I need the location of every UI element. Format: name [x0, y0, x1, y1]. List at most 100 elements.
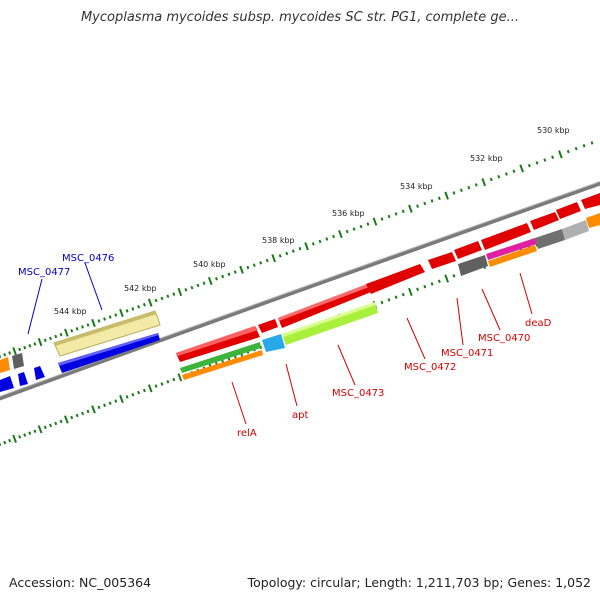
gene-msc0470-orange[interactable]	[488, 245, 537, 267]
outer-scale-tick	[190, 285, 194, 290]
gene-msc0472-grey[interactable]	[458, 255, 488, 276]
gene-label-msc0470[interactable]: MSC_0470	[478, 333, 530, 344]
inner-scale-tick	[37, 425, 43, 434]
outer-scale-tick	[271, 254, 276, 263]
outer-scale-tick	[3, 353, 7, 357]
outer-scale-tick	[160, 296, 164, 301]
scale-ticks-outer	[0, 141, 594, 359]
outer-scale-tick	[325, 237, 329, 241]
inner-scale-tick	[177, 373, 183, 382]
outer-scale-tick	[582, 144, 586, 148]
gene-label-msc0472[interactable]: MSC_0472	[404, 362, 456, 373]
gene-left-blue-1[interactable]	[0, 376, 14, 392]
gene-left-blue-3[interactable]	[34, 366, 45, 380]
outer-scale-tick	[366, 222, 370, 226]
gene-labels: deaD MSC_0470 MSC_0471 MSC_0472 MSC_0473…	[18, 253, 552, 439]
inner-scale-tick	[394, 295, 398, 299]
outer-scale-tick	[332, 234, 335, 239]
outer-scale-tick	[285, 251, 289, 256]
outer-scale-tick	[59, 332, 63, 337]
gene-label-msc0471[interactable]: MSC_0471	[441, 348, 493, 359]
inner-scale-tick	[3, 440, 7, 445]
inner-scale-tick	[86, 409, 90, 414]
gene-rela-orange[interactable]	[182, 350, 263, 380]
gene-red-forward-5[interactable]	[454, 241, 482, 259]
gene-label-apt[interactable]: apt	[292, 410, 308, 421]
inner-scale-tick	[12, 434, 17, 443]
outer-scale-tick	[49, 336, 52, 341]
gene-red-forward-long[interactable]	[278, 283, 376, 328]
inner-scale-tick	[452, 274, 456, 278]
outer-scale-tick	[481, 178, 487, 187]
inner-scale-tick	[59, 419, 63, 424]
outer-scale-tick	[380, 217, 384, 221]
outer-scale-tick	[338, 229, 343, 239]
gene-red-forward-7[interactable]	[530, 212, 559, 230]
outer-scale-tick	[437, 196, 441, 201]
reverse-strand-genes	[0, 213, 600, 392]
outer-scale-tick	[574, 146, 578, 151]
outer-scale-tick	[202, 281, 206, 285]
inner-scale-tick	[49, 423, 52, 428]
outer-scale-tick	[543, 158, 547, 162]
gene-red-forward-4[interactable]	[428, 252, 456, 269]
inner-scale-tick	[64, 415, 69, 424]
gene-right-orange[interactable]	[586, 213, 600, 228]
gene-small-red-forward[interactable]	[258, 319, 278, 333]
outer-scale-tick	[103, 317, 107, 321]
gene-left-blue-2[interactable]	[18, 372, 28, 386]
outer-scale-tick	[459, 188, 463, 193]
inner-scale-tick	[70, 415, 74, 420]
gene-red-forward-8[interactable]	[556, 202, 581, 219]
outer-scale-tick	[430, 199, 434, 203]
gene-left-grey[interactable]	[12, 353, 24, 369]
map-title: Mycoplasma mycoides subsp. mycoides SC s…	[80, 10, 520, 25]
gene-apt-cyan[interactable]	[262, 334, 285, 352]
gene-left-orange[interactable]	[0, 357, 10, 373]
kbp-label-544: 544 kbp	[54, 307, 87, 316]
inner-scale-tick	[54, 421, 58, 426]
outer-scale-tick	[527, 163, 531, 168]
outer-scale-tick	[233, 270, 237, 274]
outer-scale-tick	[8, 351, 12, 355]
gene-label-msc0473[interactable]: MSC_0473	[332, 388, 384, 399]
gene-msc0477-blue[interactable]	[58, 333, 160, 373]
gene-label-dead[interactable]: deaD	[525, 318, 552, 329]
gene-label-msc0476[interactable]: MSC_0476	[62, 253, 114, 264]
inner-scale-tick	[81, 411, 85, 416]
gene-red-forward-9[interactable]	[581, 193, 600, 209]
outer-scale-tick	[452, 191, 456, 195]
gene-label-msc0477[interactable]: MSC_0477	[18, 267, 70, 278]
inner-scale-tick	[23, 433, 27, 437]
outer-scale-tick	[304, 242, 309, 251]
gene-red-forward-3[interactable]	[366, 264, 425, 294]
gene-rela-green[interactable]	[180, 342, 261, 373]
inner-scale-tick	[408, 287, 413, 297]
outer-scale-tick	[558, 150, 563, 159]
outer-scale-tick	[359, 224, 363, 229]
inner-scale-tick	[119, 394, 124, 404]
outer-scale-tick	[154, 298, 158, 303]
kbp-label-532: 532 kbp	[470, 154, 503, 163]
outer-scale-tick	[512, 169, 516, 173]
outer-scale-tick	[23, 345, 27, 350]
outer-scale-tick	[54, 334, 58, 339]
inner-scale-tick	[154, 384, 158, 388]
kbp-label-542: 542 kbp	[124, 284, 157, 293]
kbp-label-538: 538 kbp	[262, 236, 295, 245]
outer-scale-tick	[81, 325, 84, 329]
inner-scale-tick	[114, 399, 118, 403]
gene-red-forward-6[interactable]	[481, 223, 531, 250]
label-leader-lines	[27, 262, 533, 425]
outer-scale-tick	[172, 292, 176, 296]
gene-msc0473-lime[interactable]	[282, 302, 378, 345]
outer-scale-tick	[86, 323, 90, 327]
gene-light-grey[interactable]	[562, 220, 589, 240]
outer-scale-tick	[352, 227, 356, 231]
inner-scale-tick	[437, 279, 441, 284]
gene-label-rela[interactable]: relA	[237, 428, 257, 439]
gene-dead-grey[interactable]	[535, 229, 565, 249]
gene-msc0471-magenta[interactable]	[486, 238, 537, 260]
outer-scale-tick	[221, 274, 225, 279]
kbp-label-530: 530 kbp	[537, 126, 570, 135]
